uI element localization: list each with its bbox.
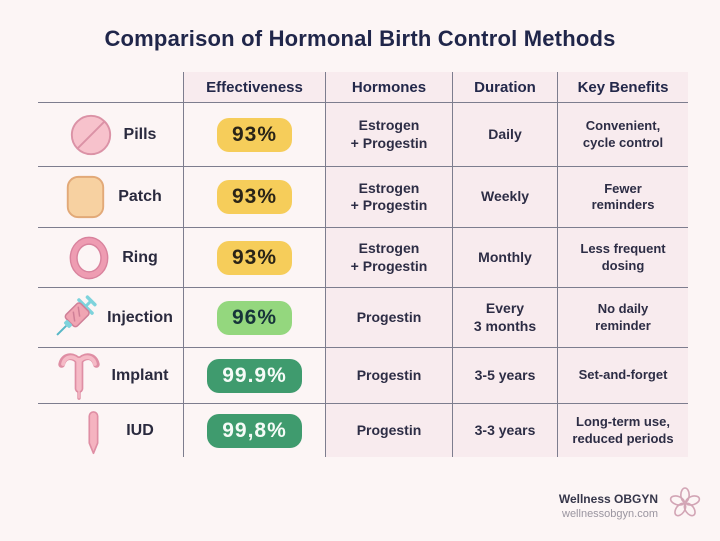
method-cell-injection: Injection (38, 288, 183, 348)
ring-icon (63, 231, 115, 285)
duration-cell: 3-5 years (452, 348, 557, 404)
effectiveness-badge: 96% (216, 300, 293, 335)
hormones-cell: Progestin (325, 288, 452, 348)
hormones-cell: Progestin (325, 404, 452, 457)
effectiveness-cell: 99.9% (183, 348, 325, 404)
hormones-cell: Estrogen + Progestin (325, 103, 452, 167)
effectiveness-cell: 93% (183, 167, 325, 228)
method-label: Pills (123, 125, 157, 143)
implant-icon (53, 349, 105, 403)
method-label: Injection (107, 308, 173, 326)
method-label: Implant (111, 366, 169, 384)
effectiveness-cell: 93% (183, 103, 325, 167)
method-cell-patch: Patch (38, 167, 183, 228)
brand-name: Wellness OBGYN (558, 491, 658, 506)
effectiveness-badge: 99,8% (207, 413, 302, 448)
pill-icon (65, 108, 117, 162)
effectiveness-badge: 99.9% (207, 358, 302, 393)
effectiveness-badge: 93% (216, 117, 293, 152)
method-label: IUD (126, 421, 154, 439)
footer: Wellness OBGYN wellnessobgyn.com (559, 486, 702, 525)
hormones-cell: Estrogen + Progestin (325, 228, 452, 288)
effectiveness-badge: 93% (216, 240, 293, 275)
website-url: wellnessobgyn.com (562, 507, 658, 520)
effectiveness-cell: 99,8% (183, 404, 325, 457)
method-cell-iud: IUD (38, 404, 183, 457)
page-title: Comparison of Hormonal Birth Control Met… (104, 26, 616, 51)
effectiveness-badge: 93% (216, 180, 293, 214)
flower-icon (668, 486, 702, 525)
benefits-cell: Set-and-forget (557, 348, 688, 404)
duration-cell: Every 3 months (452, 288, 557, 348)
benefits-cell: No daily reminder (557, 288, 688, 348)
benefits-cell: Long-term use, reduced periods (557, 404, 688, 457)
benefits-cell: Convenient, cycle control (557, 103, 688, 167)
header-method-blank (38, 72, 183, 103)
method-cell-implant: Implant (38, 348, 183, 404)
benefits-cell: Less frequent dosing (557, 228, 688, 288)
duration-cell: Weekly (452, 167, 557, 228)
hormones-cell: Progestin (325, 348, 452, 404)
patch-icon (59, 170, 111, 224)
effectiveness-cell: 96% (183, 288, 325, 348)
footer-text: Wellness OBGYN wellnessobgyn.com (559, 492, 658, 520)
header-key-benefits: Key Benefits (557, 72, 688, 103)
duration-cell: Monthly (452, 228, 557, 288)
header-effectiveness: Effectiveness (183, 72, 325, 103)
method-cell-pills: Pills (38, 103, 183, 167)
benefits-cell: Fewer reminders (557, 167, 688, 228)
iud-icon (67, 404, 119, 458)
hormones-cell: Estrogen + Progestin (325, 167, 452, 228)
header-hormones: Hormones (325, 72, 452, 103)
header-duration: Duration (452, 72, 557, 103)
method-label: Patch (118, 188, 162, 205)
duration-cell: 3-3 years (452, 404, 557, 457)
method-cell-ring: Ring (38, 228, 183, 288)
comparison-table: Effectiveness Hormones Duration Key Bene… (38, 72, 688, 457)
effectiveness-cell: 93% (183, 228, 325, 288)
duration-cell: Daily (452, 103, 557, 167)
syringe-icon (48, 291, 100, 345)
method-label: Ring (122, 248, 158, 266)
